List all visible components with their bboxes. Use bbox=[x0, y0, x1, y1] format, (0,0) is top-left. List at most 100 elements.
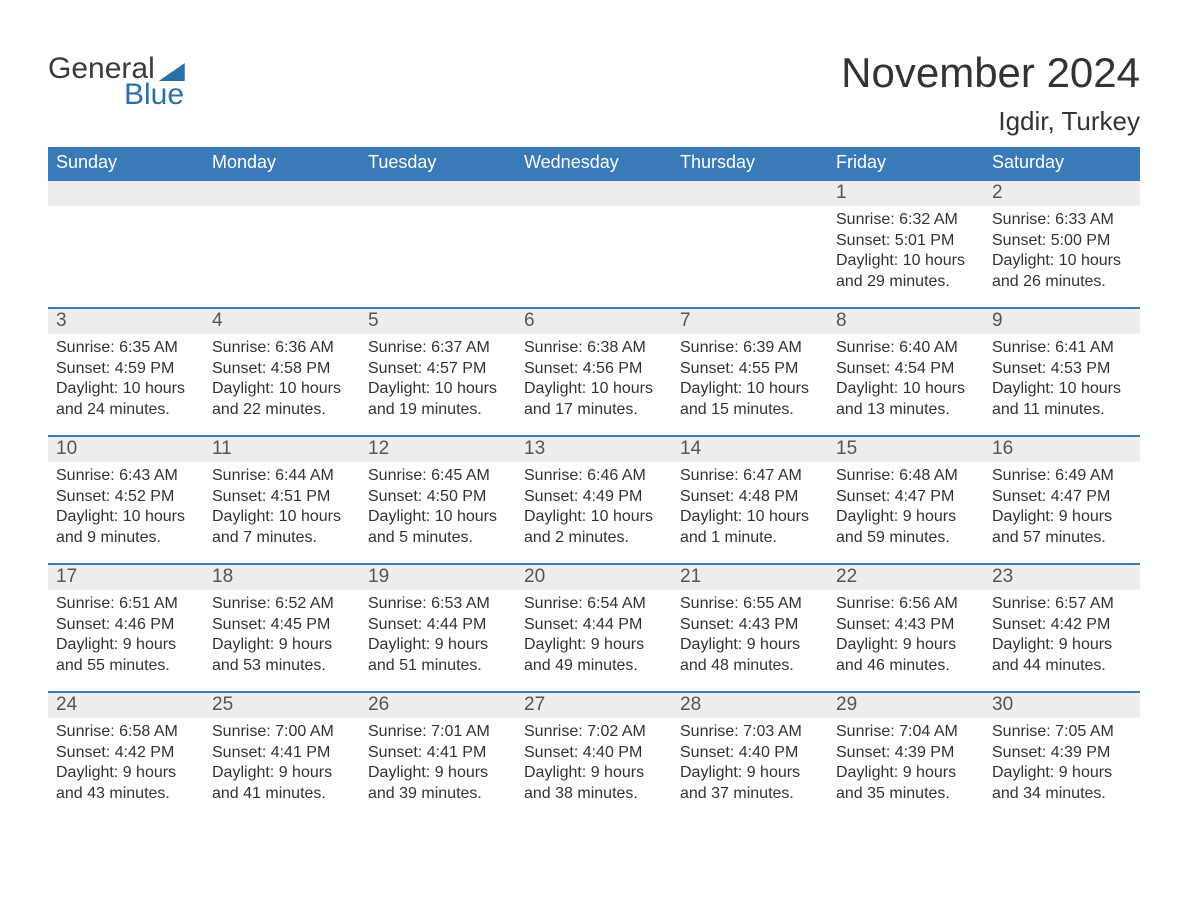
sunset-line: Sunset: 4:48 PM bbox=[680, 487, 820, 507]
sunset-line: Sunset: 4:45 PM bbox=[212, 615, 352, 635]
day-number: 11 bbox=[204, 437, 360, 462]
day-body: Sunrise: 6:44 AMSunset: 4:51 PMDaylight:… bbox=[204, 462, 360, 554]
day-body: Sunrise: 6:51 AMSunset: 4:46 PMDaylight:… bbox=[48, 590, 204, 682]
sunset-line: Sunset: 4:50 PM bbox=[368, 487, 508, 507]
day-body: Sunrise: 6:37 AMSunset: 4:57 PMDaylight:… bbox=[360, 334, 516, 426]
brand-blue-text: Blue bbox=[124, 80, 184, 110]
day-body: Sunrise: 6:41 AMSunset: 4:53 PMDaylight:… bbox=[984, 334, 1140, 426]
calendar-row: 10Sunrise: 6:43 AMSunset: 4:52 PMDayligh… bbox=[48, 436, 1140, 564]
location-label: Igdir, Turkey bbox=[841, 106, 1140, 137]
daylight-line: Daylight: 10 hours and 17 minutes. bbox=[524, 379, 664, 420]
calendar-cell bbox=[672, 180, 828, 308]
day-number-empty bbox=[516, 181, 672, 206]
day-body: Sunrise: 6:33 AMSunset: 5:00 PMDaylight:… bbox=[984, 206, 1140, 298]
sunrise-line: Sunrise: 6:54 AM bbox=[524, 594, 664, 614]
calendar-cell: 7Sunrise: 6:39 AMSunset: 4:55 PMDaylight… bbox=[672, 308, 828, 436]
calendar-cell: 18Sunrise: 6:52 AMSunset: 4:45 PMDayligh… bbox=[204, 564, 360, 692]
sunrise-line: Sunrise: 6:32 AM bbox=[836, 210, 976, 230]
calendar-cell: 9Sunrise: 6:41 AMSunset: 4:53 PMDaylight… bbox=[984, 308, 1140, 436]
sunset-line: Sunset: 4:55 PM bbox=[680, 359, 820, 379]
sunrise-line: Sunrise: 7:03 AM bbox=[680, 722, 820, 742]
calendar-cell: 29Sunrise: 7:04 AMSunset: 4:39 PMDayligh… bbox=[828, 692, 984, 820]
day-body: Sunrise: 7:04 AMSunset: 4:39 PMDaylight:… bbox=[828, 718, 984, 810]
sunset-line: Sunset: 4:53 PM bbox=[992, 359, 1132, 379]
day-body: Sunrise: 6:46 AMSunset: 4:49 PMDaylight:… bbox=[516, 462, 672, 554]
sunrise-line: Sunrise: 6:57 AM bbox=[992, 594, 1132, 614]
daylight-line: Daylight: 9 hours and 59 minutes. bbox=[836, 507, 976, 548]
day-body: Sunrise: 6:53 AMSunset: 4:44 PMDaylight:… bbox=[360, 590, 516, 682]
day-number-empty bbox=[204, 181, 360, 206]
sunrise-line: Sunrise: 6:40 AM bbox=[836, 338, 976, 358]
calendar-cell: 10Sunrise: 6:43 AMSunset: 4:52 PMDayligh… bbox=[48, 436, 204, 564]
day-body: Sunrise: 7:02 AMSunset: 4:40 PMDaylight:… bbox=[516, 718, 672, 810]
daylight-line: Daylight: 9 hours and 48 minutes. bbox=[680, 635, 820, 676]
col-monday: Monday bbox=[204, 147, 360, 180]
calendar-row: 1Sunrise: 6:32 AMSunset: 5:01 PMDaylight… bbox=[48, 180, 1140, 308]
day-number-empty bbox=[48, 181, 204, 206]
daylight-line: Daylight: 10 hours and 19 minutes. bbox=[368, 379, 508, 420]
daylight-line: Daylight: 10 hours and 15 minutes. bbox=[680, 379, 820, 420]
sunset-line: Sunset: 4:47 PM bbox=[836, 487, 976, 507]
calendar-cell: 21Sunrise: 6:55 AMSunset: 4:43 PMDayligh… bbox=[672, 564, 828, 692]
day-body: Sunrise: 6:39 AMSunset: 4:55 PMDaylight:… bbox=[672, 334, 828, 426]
day-header-row: Sunday Monday Tuesday Wednesday Thursday… bbox=[48, 147, 1140, 180]
sunset-line: Sunset: 4:44 PM bbox=[524, 615, 664, 635]
daylight-line: Daylight: 10 hours and 24 minutes. bbox=[56, 379, 196, 420]
daylight-line: Daylight: 9 hours and 43 minutes. bbox=[56, 763, 196, 804]
sunset-line: Sunset: 4:51 PM bbox=[212, 487, 352, 507]
day-body: Sunrise: 7:01 AMSunset: 4:41 PMDaylight:… bbox=[360, 718, 516, 810]
col-thursday: Thursday bbox=[672, 147, 828, 180]
sunrise-line: Sunrise: 6:43 AM bbox=[56, 466, 196, 486]
day-number: 20 bbox=[516, 565, 672, 590]
daylight-line: Daylight: 10 hours and 9 minutes. bbox=[56, 507, 196, 548]
sunrise-line: Sunrise: 6:46 AM bbox=[524, 466, 664, 486]
sunrise-line: Sunrise: 6:39 AM bbox=[680, 338, 820, 358]
calendar-cell: 5Sunrise: 6:37 AMSunset: 4:57 PMDaylight… bbox=[360, 308, 516, 436]
sunrise-line: Sunrise: 6:51 AM bbox=[56, 594, 196, 614]
day-number-empty bbox=[672, 181, 828, 206]
sunset-line: Sunset: 5:00 PM bbox=[992, 231, 1132, 251]
daylight-line: Daylight: 9 hours and 44 minutes. bbox=[992, 635, 1132, 676]
daylight-line: Daylight: 9 hours and 39 minutes. bbox=[368, 763, 508, 804]
daylight-line: Daylight: 9 hours and 35 minutes. bbox=[836, 763, 976, 804]
sunset-line: Sunset: 4:42 PM bbox=[992, 615, 1132, 635]
sunrise-line: Sunrise: 6:45 AM bbox=[368, 466, 508, 486]
day-body: Sunrise: 6:45 AMSunset: 4:50 PMDaylight:… bbox=[360, 462, 516, 554]
sunrise-line: Sunrise: 7:04 AM bbox=[836, 722, 976, 742]
sunrise-line: Sunrise: 6:44 AM bbox=[212, 466, 352, 486]
sunrise-line: Sunrise: 6:55 AM bbox=[680, 594, 820, 614]
day-number: 4 bbox=[204, 309, 360, 334]
month-title: November 2024 bbox=[841, 50, 1140, 96]
daylight-line: Daylight: 10 hours and 26 minutes. bbox=[992, 251, 1132, 292]
sunset-line: Sunset: 4:43 PM bbox=[836, 615, 976, 635]
day-number: 29 bbox=[828, 693, 984, 718]
sunset-line: Sunset: 4:49 PM bbox=[524, 487, 664, 507]
daylight-line: Daylight: 9 hours and 37 minutes. bbox=[680, 763, 820, 804]
sunrise-line: Sunrise: 6:49 AM bbox=[992, 466, 1132, 486]
daylight-line: Daylight: 9 hours and 51 minutes. bbox=[368, 635, 508, 676]
calendar-row: 3Sunrise: 6:35 AMSunset: 4:59 PMDaylight… bbox=[48, 308, 1140, 436]
calendar-cell: 27Sunrise: 7:02 AMSunset: 4:40 PMDayligh… bbox=[516, 692, 672, 820]
calendar-row: 24Sunrise: 6:58 AMSunset: 4:42 PMDayligh… bbox=[48, 692, 1140, 820]
sunset-line: Sunset: 4:39 PM bbox=[992, 743, 1132, 763]
calendar-cell: 8Sunrise: 6:40 AMSunset: 4:54 PMDaylight… bbox=[828, 308, 984, 436]
calendar-table: Sunday Monday Tuesday Wednesday Thursday… bbox=[48, 147, 1140, 820]
header: General Blue November 2024 Igdir, Turkey bbox=[48, 50, 1140, 137]
daylight-line: Daylight: 9 hours and 57 minutes. bbox=[992, 507, 1132, 548]
sunrise-line: Sunrise: 7:05 AM bbox=[992, 722, 1132, 742]
day-body: Sunrise: 6:48 AMSunset: 4:47 PMDaylight:… bbox=[828, 462, 984, 554]
day-body: Sunrise: 6:56 AMSunset: 4:43 PMDaylight:… bbox=[828, 590, 984, 682]
day-body: Sunrise: 6:55 AMSunset: 4:43 PMDaylight:… bbox=[672, 590, 828, 682]
calendar-cell: 4Sunrise: 6:36 AMSunset: 4:58 PMDaylight… bbox=[204, 308, 360, 436]
sunrise-line: Sunrise: 6:36 AM bbox=[212, 338, 352, 358]
day-body: Sunrise: 6:54 AMSunset: 4:44 PMDaylight:… bbox=[516, 590, 672, 682]
sunrise-line: Sunrise: 6:56 AM bbox=[836, 594, 976, 614]
calendar-cell bbox=[516, 180, 672, 308]
calendar-cell: 24Sunrise: 6:58 AMSunset: 4:42 PMDayligh… bbox=[48, 692, 204, 820]
day-number: 15 bbox=[828, 437, 984, 462]
calendar-cell: 1Sunrise: 6:32 AMSunset: 5:01 PMDaylight… bbox=[828, 180, 984, 308]
calendar-cell: 19Sunrise: 6:53 AMSunset: 4:44 PMDayligh… bbox=[360, 564, 516, 692]
sunrise-line: Sunrise: 6:48 AM bbox=[836, 466, 976, 486]
daylight-line: Daylight: 9 hours and 53 minutes. bbox=[212, 635, 352, 676]
daylight-line: Daylight: 10 hours and 13 minutes. bbox=[836, 379, 976, 420]
